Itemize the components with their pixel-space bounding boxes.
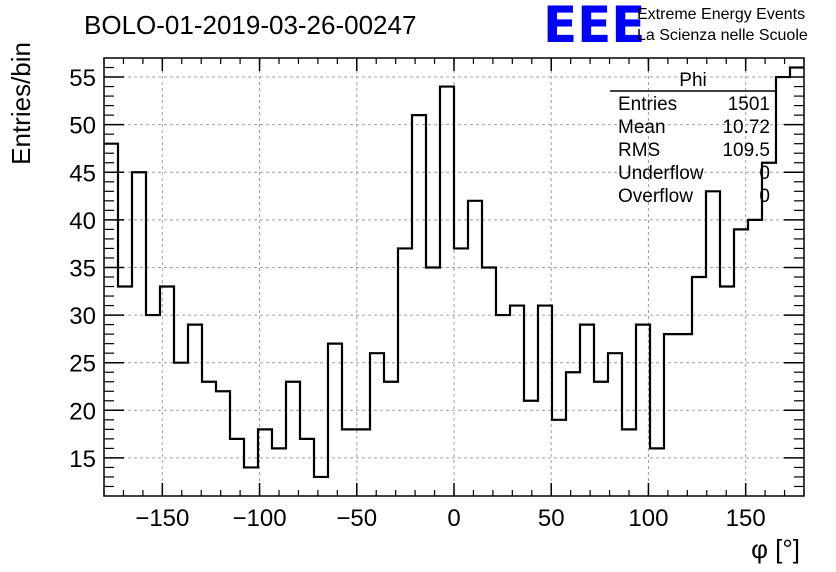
eee-logo: EEE Extreme Energy Events La Scienza nel… <box>543 0 808 54</box>
x-axis: −150 −100 −50 0 50 100 150 <box>103 58 805 532</box>
y-axis: 15 20 25 30 35 40 45 50 55 <box>69 65 804 488</box>
y-tick-label: 25 <box>69 351 96 378</box>
x-tick-label: 100 <box>628 505 668 532</box>
x-tick-label: 150 <box>726 505 766 532</box>
stats-value: 0 <box>759 186 770 207</box>
logo-line-1: Extreme Energy Events <box>637 6 805 23</box>
x-tick-label: −100 <box>233 505 287 532</box>
stats-label: RMS <box>618 140 660 161</box>
x-tick-label: 50 <box>538 505 565 532</box>
logo-mark: EEE <box>543 0 645 54</box>
stats-value: 0 <box>759 163 770 184</box>
x-axis-label: φ [°] <box>751 534 800 564</box>
stats-label: Mean <box>618 117 666 138</box>
y-tick-label: 30 <box>69 303 96 330</box>
y-axis-label: Entries/bin <box>6 42 36 165</box>
stats-label: Entries <box>618 94 677 115</box>
stats-title: Phi <box>679 70 706 91</box>
stats-label: Overflow <box>618 186 693 207</box>
logo-line-2: La Scienza nelle Scuole <box>637 27 808 44</box>
x-tick-label: −50 <box>336 505 377 532</box>
y-tick-label: 15 <box>69 446 96 473</box>
y-tick-label: 50 <box>69 113 96 140</box>
y-tick-label: 35 <box>69 255 96 282</box>
y-tick-label: 40 <box>69 208 96 235</box>
x-tick-label: −150 <box>135 505 189 532</box>
y-tick-label: 45 <box>69 160 96 187</box>
y-tick-label: 55 <box>69 65 96 92</box>
stats-value: 1501 <box>728 94 770 115</box>
histogram-series <box>104 66 804 479</box>
x-tick-label: 0 <box>447 505 460 532</box>
stats-box: Phi Entries 1501 Mean 10.72 RMS 109.5 Underflo… <box>610 70 776 207</box>
stats-value: 109.5 <box>722 140 770 161</box>
stats-value: 10.72 <box>722 117 770 138</box>
stats-label: Underflow <box>618 163 704 184</box>
chart-title: BOLO-01-2019-03-26-00247 <box>84 10 416 40</box>
y-tick-label: 20 <box>69 398 96 425</box>
